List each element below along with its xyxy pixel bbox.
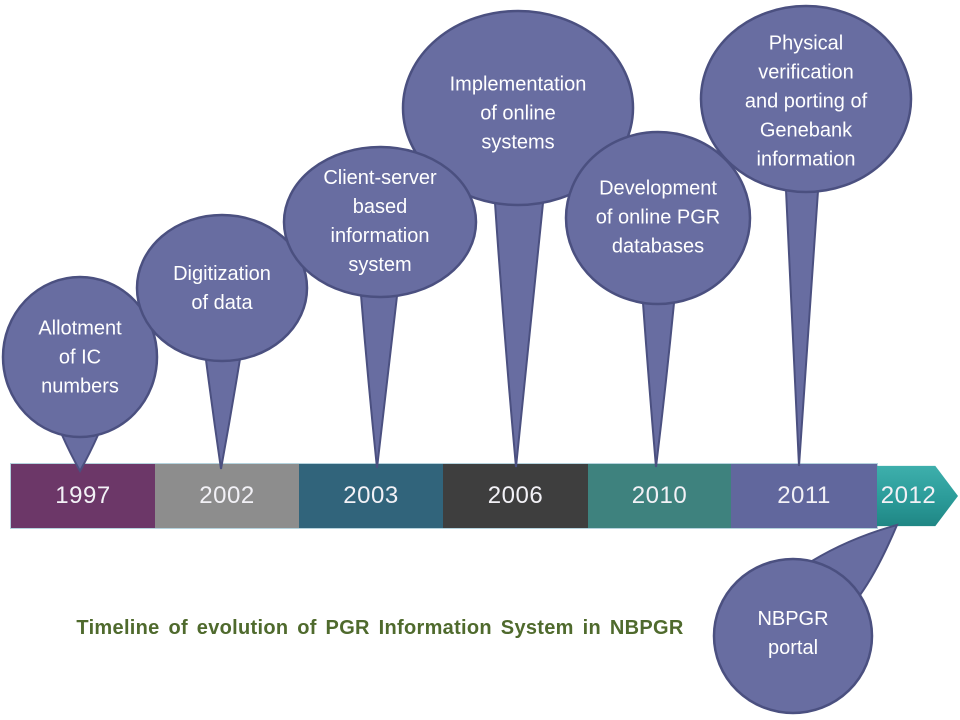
balloon-physical-tail bbox=[784, 188, 820, 467]
timeline-segment-1997: 1997 bbox=[11, 464, 155, 528]
balloon-development-tail bbox=[641, 302, 676, 468]
year-label-1997: 1997 bbox=[55, 482, 111, 509]
year-label-2006: 2006 bbox=[487, 482, 544, 509]
balloon-development-label: Development of online PGR databases bbox=[595, 177, 721, 258]
balloon-digitization-tail bbox=[204, 357, 242, 470]
year-label-2002: 2002 bbox=[199, 482, 255, 509]
balloon-client-server-label: Client-server based information system bbox=[323, 167, 437, 276]
timeline-segment-2010: 2010 bbox=[588, 464, 731, 528]
balloon-physical-label: Physical verification and porting of Gen… bbox=[744, 32, 868, 171]
timeline-segment-2012-arrow: 2012 bbox=[877, 465, 958, 527]
balloon-client-server-tail bbox=[359, 293, 399, 469]
timeline-segment-2003: 2003 bbox=[299, 464, 443, 528]
year-label-2010: 2010 bbox=[631, 482, 688, 509]
timeline-segment-2002: 2002 bbox=[155, 464, 299, 528]
balloon-allotment-label: Allotment of IC numbers bbox=[38, 317, 122, 398]
balloon-implementation-tail bbox=[493, 202, 545, 468]
timeline-segment-2006: 2006 bbox=[443, 464, 588, 528]
balloon-nbpgr-portal-tail bbox=[810, 523, 899, 597]
timeline-bar: 1997 2002 2003 2006 2010 2011 bbox=[10, 463, 878, 529]
year-label-2012: 2012 bbox=[880, 482, 937, 509]
balloon-nbpgr-portal-label: NBPGR portal bbox=[757, 608, 829, 659]
year-label-2003: 2003 bbox=[343, 482, 399, 509]
timeline-segment-2011: 2011 bbox=[731, 464, 877, 528]
diagram-title: Timeline of evolution of PGR Information… bbox=[76, 617, 684, 639]
balloon-implementation-label: Implementation of online systems bbox=[449, 73, 587, 154]
year-label-2011: 2011 bbox=[777, 482, 831, 509]
